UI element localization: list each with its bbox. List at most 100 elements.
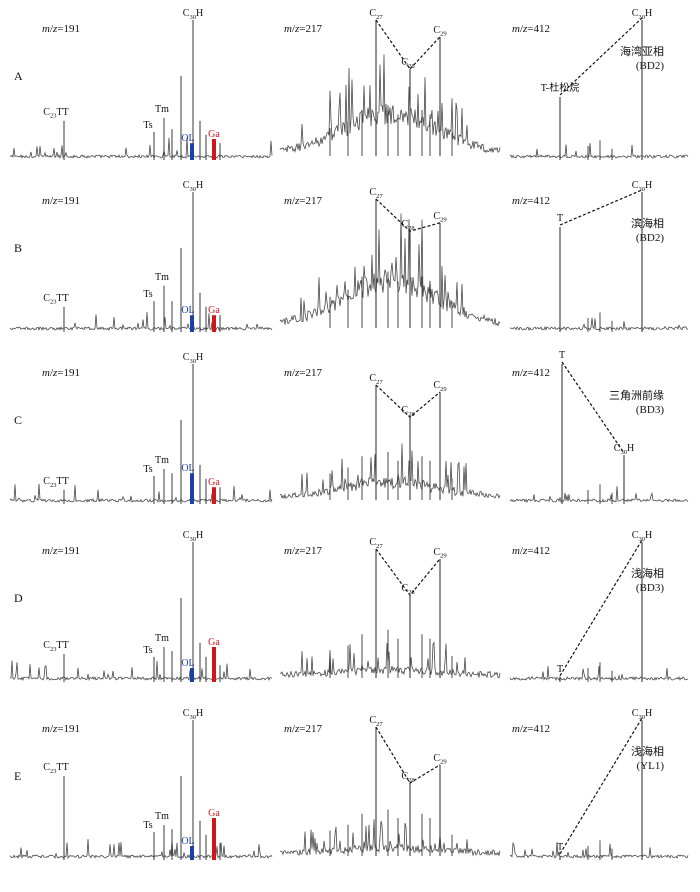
mz217-C29-label-A: C29 <box>433 25 446 38</box>
mz191-trace-E <box>9 839 273 860</box>
mz412-T-label-A: T-杜松烷 <box>541 81 580 94</box>
mz217-V-line-C <box>375 384 441 419</box>
mz412-trace-A <box>509 143 689 159</box>
mz191-OL-label-B: OL <box>181 305 194 316</box>
panel-letter-E: E <box>14 769 21 783</box>
mz191-Ga-label-D: Ga <box>208 637 220 648</box>
mz191-title-A: m/z=191 <box>42 23 80 35</box>
mz191-C23TT-label-B: C23TT <box>43 293 68 306</box>
mz191-Ga-label-C: Ga <box>208 477 220 488</box>
mz217-C29-label-B: C29 <box>433 211 446 224</box>
mz191-Ga-label-B: Ga <box>208 305 220 316</box>
mz412-T-label-D: T <box>557 664 563 675</box>
mz191-Tm-label-C: Tm <box>155 455 169 466</box>
mz217-title-A: m/z=217 <box>284 23 323 35</box>
env-label-B: 滨海相 <box>631 216 664 230</box>
mz217-C28-label-E: C28 <box>401 771 414 784</box>
mz412-trace-E <box>509 841 689 859</box>
mz217-C27-label-A: C27 <box>369 8 383 21</box>
mz412-ratio-line-C <box>561 361 625 454</box>
mz191-OL-label-A: OL <box>181 133 194 144</box>
mz191-Tm-label-B: Tm <box>155 272 169 283</box>
mz191-Ts-label-D: Ts <box>143 645 152 656</box>
mz191-C23TT-label-E: C23TT <box>43 762 68 775</box>
mz191-C23TT-label-C: C23TT <box>43 476 68 489</box>
mz412-T-label-C: T <box>559 350 565 361</box>
mz191-Ga-bar-B <box>212 315 216 332</box>
mz191-OL-label-D: OL <box>181 658 194 669</box>
mz191-Tm-label-D: Tm <box>155 633 169 644</box>
mz191-Ts-label-E: Ts <box>143 820 152 831</box>
mz191-Ga-bar-E <box>212 818 216 860</box>
mz191-trace-B <box>9 312 273 332</box>
mz191-C30H-label-B: C30H <box>183 180 203 193</box>
mz191-title-B: m/z=191 <box>42 195 80 207</box>
mz217-trace-E <box>279 819 501 857</box>
mz191-Ga-bar-A <box>212 139 216 160</box>
mz412-title-B: m/z=412 <box>512 195 550 207</box>
mz217-V-line-D <box>375 548 441 597</box>
mz412-T-label-E: T <box>557 842 563 853</box>
mz191-Ga-bar-C <box>212 487 216 504</box>
env-well-label-E: (YL1) <box>637 760 665 772</box>
mz217-C29-label-E: C29 <box>433 753 446 766</box>
mz217-C28-label-D: C28 <box>401 583 414 596</box>
mz191-OL-bar-B <box>190 315 194 332</box>
panel-letter-A: A <box>14 69 23 83</box>
mz217-V-line-B <box>375 198 441 232</box>
mz217-C28-label-C: C28 <box>401 405 414 418</box>
mz191-trace-C <box>9 483 273 504</box>
mz217-C28-label-B: C28 <box>401 219 414 232</box>
mz191-Tm-label-E: Tm <box>155 811 169 822</box>
mz412-C30H-label-B: C30H <box>632 180 652 193</box>
mz412-title-A: m/z=412 <box>512 23 550 35</box>
mz217-title-C: m/z=217 <box>284 367 323 379</box>
mz191-title-C: m/z=191 <box>42 367 80 379</box>
mz191-title-E: m/z=191 <box>42 723 80 735</box>
mz191-OL-label-E: OL <box>181 836 194 847</box>
mz191-OL-label-C: OL <box>181 463 194 474</box>
mz412-ratio-line-A <box>559 17 643 96</box>
panel-letter-B: B <box>14 241 22 255</box>
mz217-C29-label-D: C29 <box>433 547 446 560</box>
mz412-trace-B <box>509 317 689 332</box>
mz412-C30H-label-A: C30H <box>632 8 652 21</box>
mz191-C23TT-label-D: C23TT <box>43 640 68 653</box>
mz217-C27-label-D: C27 <box>369 537 383 550</box>
env-label-C: 三角洲前缘 <box>609 388 664 402</box>
mz217-title-B: m/z=217 <box>284 195 323 207</box>
mz217-C27-label-B: C27 <box>369 187 383 200</box>
panel-letter-D: D <box>14 591 23 605</box>
env-label-E: 浅海相 <box>631 744 664 758</box>
mz412-trace-C <box>509 486 689 503</box>
mz217-title-D: m/z=217 <box>284 545 323 557</box>
mz191-OL-bar-A <box>190 143 194 160</box>
mz217-title-E: m/z=217 <box>284 723 323 735</box>
mz412-ratio-line-E <box>559 717 643 855</box>
mz191-C30H-label-D: C30H <box>183 530 203 543</box>
mz217-C27-label-E: C27 <box>369 715 383 728</box>
mz412-title-C: m/z=412 <box>512 367 550 379</box>
mz191-Ga-label-E: Ga <box>208 808 220 819</box>
env-well-label-A: (BD2) <box>636 60 664 72</box>
env-well-label-C: (BD3) <box>636 404 664 416</box>
mz191-C23TT-label-A: C23TT <box>43 107 68 120</box>
mz191-trace-A <box>9 137 273 159</box>
mz412-title-D: m/z=412 <box>512 545 550 557</box>
mz191-Ts-label-B: Ts <box>143 289 152 300</box>
panel-letter-C: C <box>14 413 22 427</box>
env-well-label-D: (BD3) <box>636 582 664 594</box>
mz191-Ts-label-A: Ts <box>143 120 152 131</box>
mz412-ratio-line-B <box>559 189 643 226</box>
env-label-D: 浅海相 <box>631 566 664 580</box>
mz191-C30H-label-C: C30H <box>183 352 203 365</box>
mz191-Ga-label-A: Ga <box>208 129 220 140</box>
mz191-OL-bar-E <box>190 846 194 860</box>
mz191-Ts-label-C: Ts <box>143 464 152 475</box>
env-well-label-B: (BD2) <box>636 232 664 244</box>
mz191-Tm-label-A: Tm <box>155 104 169 115</box>
mz191-C30H-label-E: C30H <box>183 708 203 721</box>
mz412-C30H-label-D: C30H <box>632 530 652 543</box>
mz412-T-label-B: T <box>557 213 563 224</box>
